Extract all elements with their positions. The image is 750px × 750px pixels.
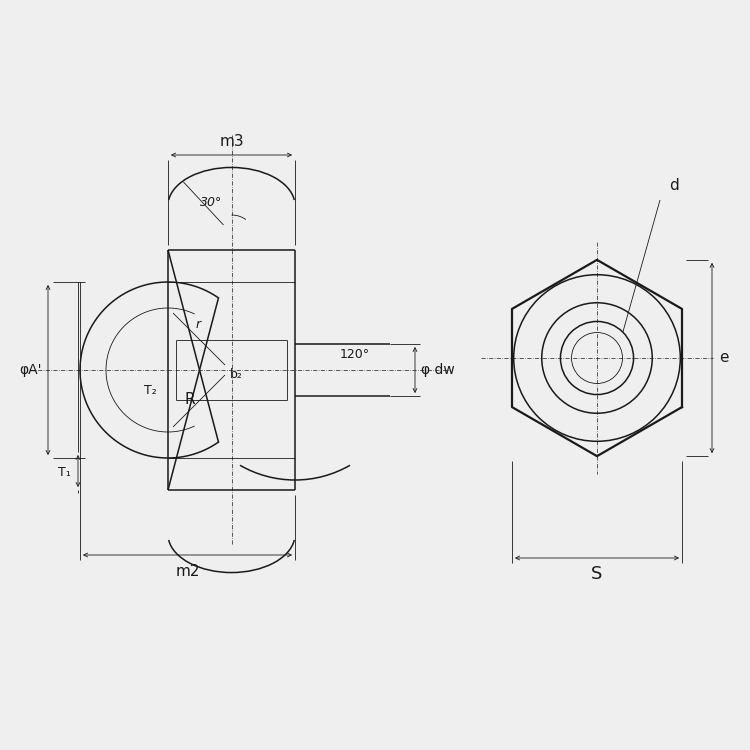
Text: R: R xyxy=(184,392,195,407)
Text: S: S xyxy=(591,565,603,583)
Text: b₂: b₂ xyxy=(230,368,243,382)
Text: m2: m2 xyxy=(176,563,200,578)
Text: r: r xyxy=(196,319,200,332)
Text: d: d xyxy=(669,178,679,194)
Text: φ dw: φ dw xyxy=(422,363,454,377)
Text: m3: m3 xyxy=(219,134,244,148)
Text: 30°: 30° xyxy=(200,196,223,208)
Text: 120°: 120° xyxy=(340,349,370,361)
Text: T₂: T₂ xyxy=(144,383,156,397)
Text: T₁: T₁ xyxy=(58,466,70,478)
Text: φA': φA' xyxy=(19,363,41,377)
Text: e: e xyxy=(719,350,729,365)
